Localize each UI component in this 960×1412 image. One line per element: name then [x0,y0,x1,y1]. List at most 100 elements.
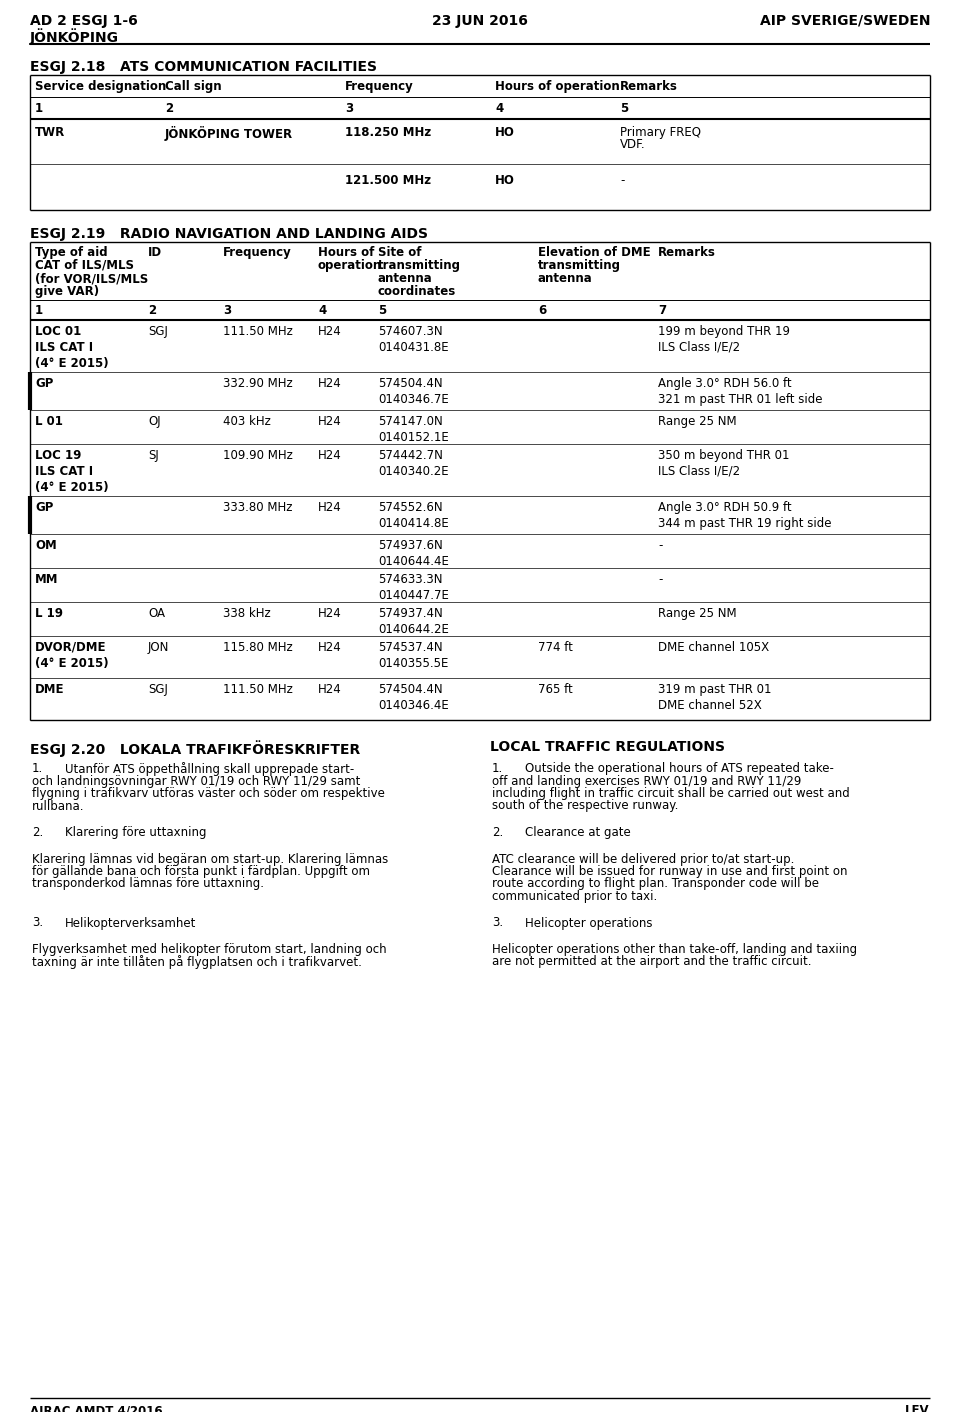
Text: including flight in traffic circuit shall be carried out west and: including flight in traffic circuit shal… [492,786,850,801]
Text: Service designation: Service designation [35,80,166,93]
Text: 6: 6 [538,304,546,318]
Text: SGJ: SGJ [148,683,168,696]
Text: OA: OA [148,607,165,620]
Text: Helicopter operations: Helicopter operations [525,916,653,929]
Text: Frequency: Frequency [345,80,414,93]
Text: 574504.4N
0140346.4E: 574504.4N 0140346.4E [378,683,448,712]
Text: OM: OM [35,539,57,552]
Text: transmitting: transmitting [538,258,621,273]
Text: communicated prior to taxi.: communicated prior to taxi. [492,890,658,904]
Text: 574147.0N
0140152.1E: 574147.0N 0140152.1E [378,415,448,443]
Text: 109.90 MHz: 109.90 MHz [223,449,293,462]
Text: Utanför ATS öppethållning skall upprepade start-: Utanför ATS öppethållning skall upprepad… [65,762,354,777]
Text: H24: H24 [318,449,342,462]
Text: DME: DME [35,683,64,696]
Text: transponderkod lämnas före uttaxning.: transponderkod lämnas före uttaxning. [32,877,264,891]
Text: 5: 5 [378,304,386,318]
Text: south of the respective runway.: south of the respective runway. [492,799,679,812]
Text: 1: 1 [35,102,43,114]
Text: -: - [658,573,662,586]
Text: Angle 3.0° RDH 50.9 ft
344 m past THR 19 right side: Angle 3.0° RDH 50.9 ft 344 m past THR 19… [658,501,831,530]
Text: 121.500 MHz: 121.500 MHz [345,174,431,186]
Text: 574937.6N
0140644.4E: 574937.6N 0140644.4E [378,539,449,568]
Text: H24: H24 [318,415,342,428]
Text: GP: GP [35,501,54,514]
Text: 23 JUN 2016: 23 JUN 2016 [432,14,528,28]
Text: 574937.4N
0140644.2E: 574937.4N 0140644.2E [378,607,449,635]
Text: Clearance will be issued for runway in use and first point on: Clearance will be issued for runway in u… [492,866,848,878]
Text: L 01: L 01 [35,415,62,428]
Text: transmitting: transmitting [378,258,461,273]
Text: route according to flight plan. Transponder code will be: route according to flight plan. Transpon… [492,877,819,891]
Text: 5: 5 [620,102,628,114]
Text: 774 ft: 774 ft [538,641,573,654]
Text: DVOR/DME
(4° E 2015): DVOR/DME (4° E 2015) [35,641,108,671]
Text: OJ: OJ [148,415,160,428]
Text: Remarks: Remarks [658,246,716,258]
Text: 118.250 MHz: 118.250 MHz [345,126,431,138]
Text: ATC clearance will be delivered prior to/at start-up.: ATC clearance will be delivered prior to… [492,853,794,866]
Text: LOC 01
ILS CAT I
(4° E 2015): LOC 01 ILS CAT I (4° E 2015) [35,325,108,370]
Text: 350 m beyond THR 01
ILS Class I/E/2: 350 m beyond THR 01 ILS Class I/E/2 [658,449,789,479]
Text: coordinates: coordinates [378,285,456,298]
Text: 574607.3N
0140431.8E: 574607.3N 0140431.8E [378,325,448,354]
Text: Hours of operation: Hours of operation [495,80,620,93]
Text: SJ: SJ [148,449,158,462]
Text: operation: operation [318,258,382,273]
Text: Type of aid: Type of aid [35,246,108,258]
Text: 574552.6N
0140414.8E: 574552.6N 0140414.8E [378,501,448,530]
Text: TWR: TWR [35,126,65,138]
Text: Site of: Site of [378,246,421,258]
Text: CAT of ILS/MLS: CAT of ILS/MLS [35,258,134,273]
Text: 319 m past THR 01
DME channel 52X: 319 m past THR 01 DME channel 52X [658,683,772,712]
Text: VDF.: VDF. [620,138,646,151]
Text: rullbana.: rullbana. [32,799,84,812]
Text: 4: 4 [495,102,503,114]
Text: 332.90 MHz: 332.90 MHz [223,377,293,390]
Text: 199 m beyond THR 19
ILS Class I/E/2: 199 m beyond THR 19 ILS Class I/E/2 [658,325,790,354]
Text: H24: H24 [318,377,342,390]
Text: are not permitted at the airport and the traffic circuit.: are not permitted at the airport and the… [492,956,811,969]
Text: 3: 3 [223,304,231,318]
Text: Outside the operational hours of ATS repeated take-: Outside the operational hours of ATS rep… [525,762,834,775]
Text: Range 25 NM: Range 25 NM [658,415,736,428]
Text: ID: ID [148,246,162,258]
Text: 3.: 3. [32,916,43,929]
Text: AIP SVERIGE/SWEDEN: AIP SVERIGE/SWEDEN [759,14,930,28]
Text: 3: 3 [345,102,353,114]
Text: HO: HO [495,174,515,186]
Text: 4: 4 [318,304,326,318]
Text: H24: H24 [318,501,342,514]
Text: Klarering lämnas vid begäran om start-up. Klarering lämnas: Klarering lämnas vid begäran om start-up… [32,853,388,866]
Text: 574504.4N
0140346.7E: 574504.4N 0140346.7E [378,377,448,407]
Text: 574537.4N
0140355.5E: 574537.4N 0140355.5E [378,641,448,671]
Text: Clearance at gate: Clearance at gate [525,826,631,839]
Text: 2.: 2. [32,826,43,839]
Text: antenna: antenna [378,273,433,285]
Text: JON: JON [148,641,169,654]
Text: Call sign: Call sign [165,80,222,93]
Text: Primary FREQ: Primary FREQ [620,126,701,138]
Text: AD 2 ESGJ 1-6: AD 2 ESGJ 1-6 [30,14,137,28]
Text: 7: 7 [658,304,666,318]
Text: LFV: LFV [905,1404,930,1412]
Text: 1.: 1. [492,762,503,775]
Text: 1.: 1. [32,762,43,775]
Text: 574633.3N
0140447.7E: 574633.3N 0140447.7E [378,573,449,602]
Text: AIRAC AMDT 4/2016: AIRAC AMDT 4/2016 [30,1404,162,1412]
Text: MM: MM [35,573,59,586]
Text: H24: H24 [318,325,342,337]
Text: Helicopter operations other than take-off, landing and taxiing: Helicopter operations other than take-of… [492,943,857,956]
Text: GP: GP [35,377,54,390]
Text: off and landing exercises RWY 01/19 and RWY 11/29: off and landing exercises RWY 01/19 and … [492,775,802,788]
Text: LOC 19
ILS CAT I
(4° E 2015): LOC 19 ILS CAT I (4° E 2015) [35,449,108,494]
Text: Klarering före uttaxning: Klarering före uttaxning [65,826,206,839]
Text: taxning är inte tillåten på flygplatsen och i trafikvarvet.: taxning är inte tillåten på flygplatsen … [32,956,362,970]
Text: DME channel 105X: DME channel 105X [658,641,769,654]
Text: LOCAL TRAFFIC REGULATIONS: LOCAL TRAFFIC REGULATIONS [490,740,725,754]
Text: Elevation of DME: Elevation of DME [538,246,651,258]
Text: L 19: L 19 [35,607,63,620]
Text: SGJ: SGJ [148,325,168,337]
Text: 111.50 MHz: 111.50 MHz [223,683,293,696]
Text: 2: 2 [165,102,173,114]
